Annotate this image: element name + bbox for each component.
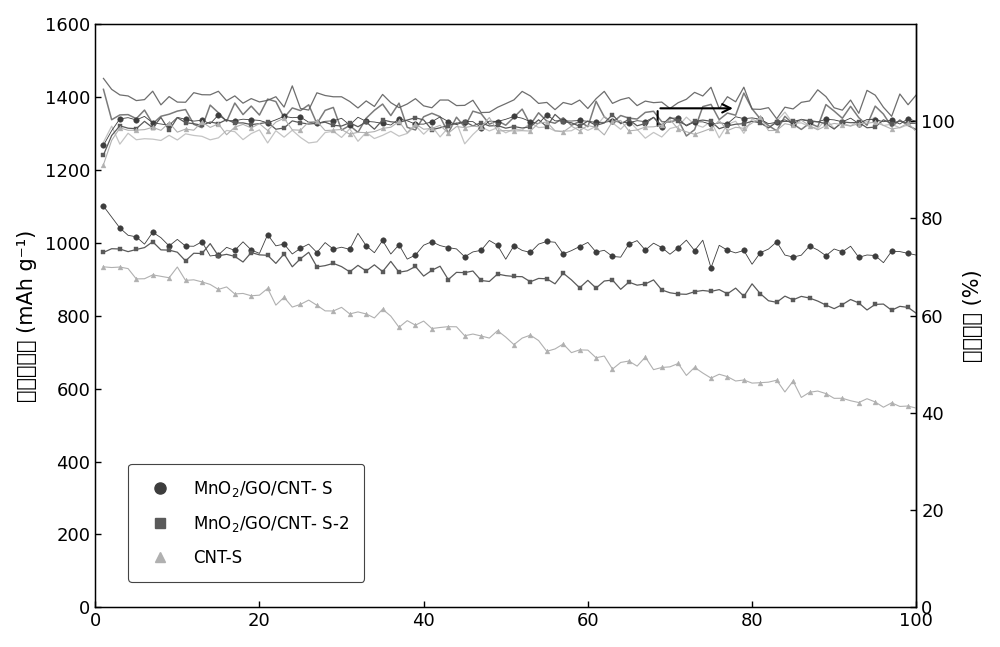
Legend: MnO$_2$/GO/CNT- S, MnO$_2$/GO/CNT- S-2, CNT-S: MnO$_2$/GO/CNT- S, MnO$_2$/GO/CNT- S-2, …	[128, 464, 364, 582]
Y-axis label: 库伦效率 (%): 库伦效率 (%)	[963, 269, 983, 362]
Y-axis label: 放电比容量 (mAh g⁻¹): 放电比容量 (mAh g⁻¹)	[17, 230, 37, 402]
